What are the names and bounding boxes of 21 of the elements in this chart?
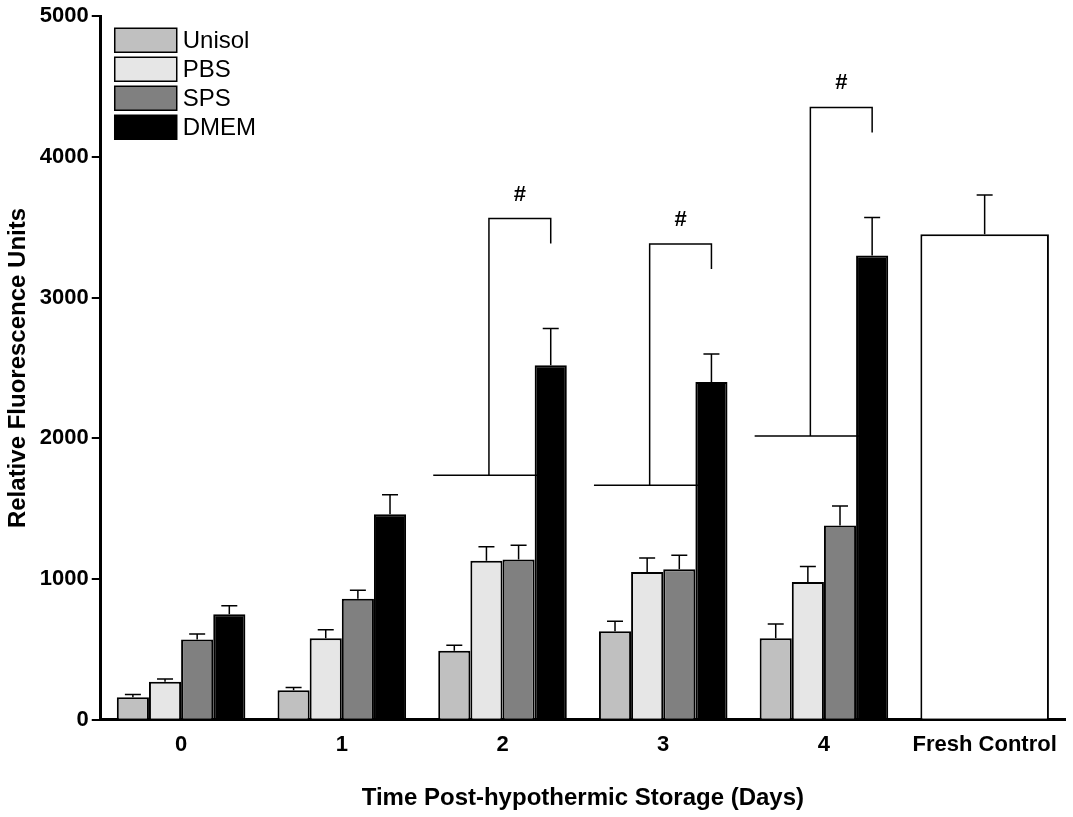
x-tick-label: 3 [657,731,670,757]
legend-label: PBS [182,54,231,82]
y-tick-label: 4000 [39,142,89,168]
legend-label: DMEM [182,112,257,140]
y-axis-title: Relative Fluorescence Units [3,207,31,529]
legend-label: Unisol [182,25,250,53]
x-tick-label: 1 [335,731,348,757]
y-tick-label: 5000 [39,2,89,28]
x-tick-label: 4 [817,731,831,757]
x-tick-label: Fresh Control [912,731,1057,757]
legend-label: SPS [182,83,231,111]
x-tick-label: 0 [174,731,188,757]
annotation: # [835,69,848,95]
x-axis-title: Time Post-hypothermic Storage (Days) [361,783,805,811]
y-tick-label: 3000 [39,283,89,309]
annotation: # [674,205,687,231]
y-tick-label: 1000 [39,565,89,591]
x-tick-label: 2 [496,731,509,757]
y-tick-label: 2000 [39,424,89,450]
y-tick-label: 0 [76,705,89,731]
annotation: # [513,180,526,206]
